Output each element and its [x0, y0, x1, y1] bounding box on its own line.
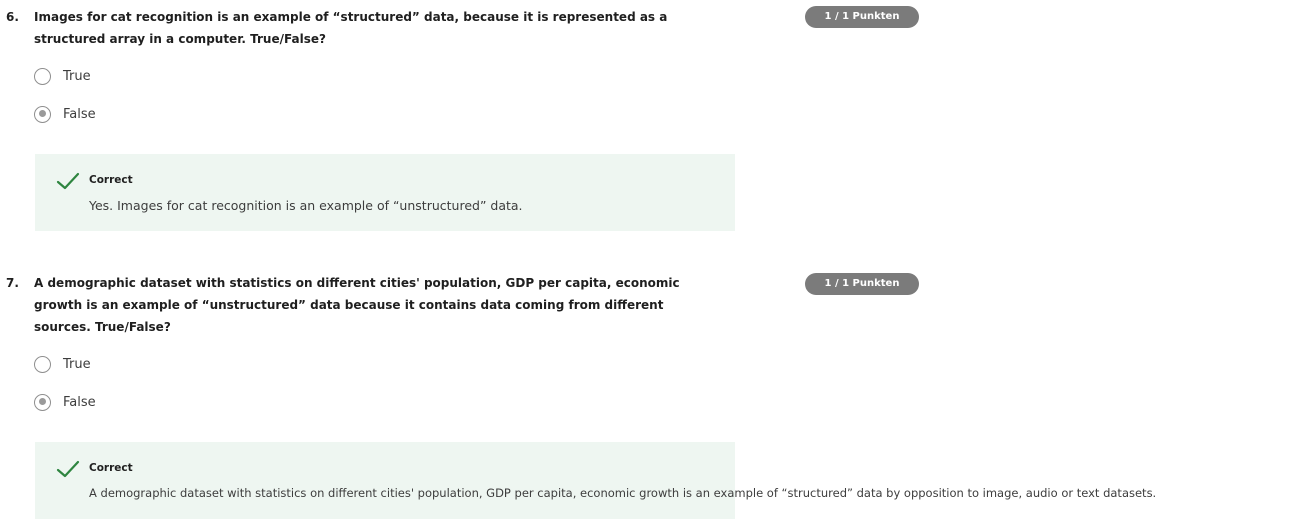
option-label: False	[63, 106, 96, 122]
points-badge: 1 / 1 Punkten	[805, 273, 919, 295]
radio-button-selected[interactable]	[34, 393, 51, 411]
option-true[interactable]: True	[34, 65, 91, 87]
option-true[interactable]: True	[34, 353, 91, 375]
option-label: False	[63, 394, 96, 410]
points-badge: 1 / 1 Punkten	[805, 6, 919, 28]
checkmark-icon	[56, 460, 80, 478]
option-false[interactable]: False	[34, 391, 96, 413]
feedback-panel: Correct Yes. Images for cat recognition …	[35, 154, 735, 231]
question-number: 6.	[6, 10, 19, 24]
feedback-panel: Correct A demographic dataset with stati…	[35, 442, 1156, 519]
radio-button-selected[interactable]	[34, 105, 51, 123]
checkmark-icon	[56, 172, 80, 190]
feedback-status: Correct	[89, 174, 133, 186]
option-label: True	[63, 68, 91, 84]
question-prompt: A demographic dataset with statistics on…	[34, 276, 680, 334]
option-label: True	[63, 356, 91, 372]
question-number: 7.	[6, 276, 19, 290]
feedback-status: Correct	[89, 462, 133, 474]
feedback-text: A demographic dataset with statistics on…	[89, 486, 1157, 500]
feedback-text: Yes. Images for cat recognition is an ex…	[89, 198, 523, 213]
question-prompt: Images for cat recognition is an example…	[34, 10, 668, 46]
radio-button[interactable]	[34, 355, 51, 373]
option-false[interactable]: False	[34, 103, 96, 125]
radio-button[interactable]	[34, 67, 51, 85]
